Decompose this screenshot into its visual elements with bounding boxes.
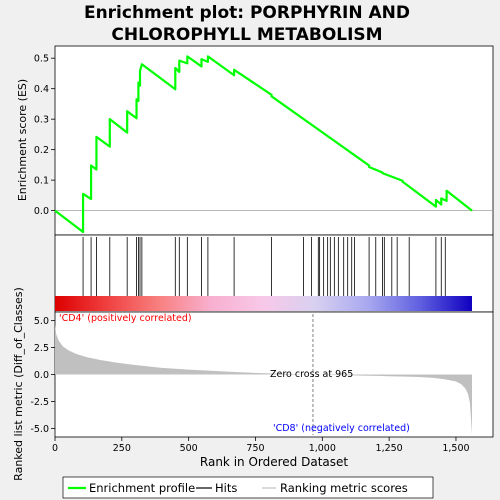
x-tick-label: 500 bbox=[180, 443, 198, 454]
es-y-tick-label: 0.1 bbox=[34, 176, 49, 187]
metric-y-axis-label: Ranked list metric (Diff_of_Classes) bbox=[12, 287, 25, 481]
legend-ranking-label: Ranking metric scores bbox=[280, 481, 408, 495]
es-panel bbox=[54, 45, 494, 236]
metric-y-tick-label: 0.0 bbox=[34, 370, 49, 381]
x-tick-label: 750 bbox=[246, 443, 264, 454]
rank-gradient-bar bbox=[55, 296, 472, 311]
metric-y-tick-label: -5.0 bbox=[30, 424, 49, 435]
positive-correlation-label: 'CD4' (positively correlated) bbox=[59, 313, 192, 324]
es-y-tick-label: 0.2 bbox=[34, 145, 49, 156]
legend-box bbox=[62, 476, 434, 499]
enrichment-profile-line bbox=[54, 55, 473, 234]
x-tick-label: 1,250 bbox=[376, 443, 403, 454]
chart-title-line2: CHLOROPHYLL METABOLISM bbox=[111, 25, 382, 45]
x-tick-label: 0 bbox=[52, 443, 58, 454]
es-y-tick-label: 0.3 bbox=[34, 115, 49, 126]
es-y-tick-label: 0.0 bbox=[34, 206, 49, 217]
x-tick-label: 1,500 bbox=[442, 443, 469, 454]
legend-enrichment-label: Enrichment profile bbox=[89, 481, 195, 495]
metric-y-tick-label: 5.0 bbox=[34, 316, 49, 327]
es-y-tick-label: 0.5 bbox=[34, 54, 49, 65]
es-y-axis-label: Enrichment score (ES) bbox=[16, 79, 29, 201]
metric-y-tick-label: 2.5 bbox=[34, 343, 49, 354]
legend-hits-label: Hits bbox=[215, 481, 237, 495]
negative-correlation-label: 'CD8' (negatively correlated) bbox=[273, 423, 410, 434]
x-tick-label: 250 bbox=[113, 443, 131, 454]
zero-cross-label: Zero cross at 965 bbox=[270, 369, 353, 380]
es-y-tick-label: 0.4 bbox=[34, 84, 49, 95]
metric-y-tick-label: -2.5 bbox=[30, 397, 49, 408]
x-tick-label: 1,000 bbox=[309, 443, 336, 454]
x-axis-label: Rank in Ordered Dataset bbox=[200, 455, 348, 469]
chart-title-line1: Enrichment plot: PORPHYRIN AND bbox=[84, 3, 410, 23]
